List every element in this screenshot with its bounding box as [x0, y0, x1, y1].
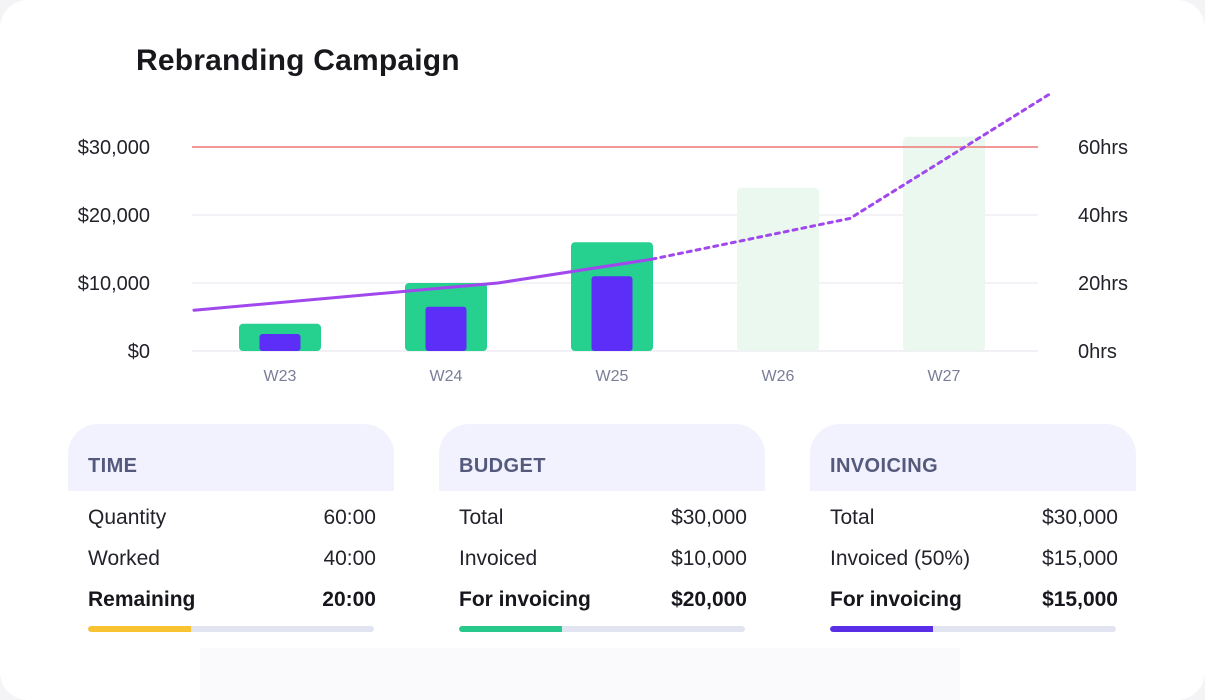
row-value: $15,000: [1042, 588, 1118, 611]
y-right-tick-label: 20hrs: [1078, 273, 1128, 295]
row-label: Invoiced: [459, 547, 538, 570]
invoicing-for-invoicing-row: For invoicing $15,000: [830, 588, 1118, 612]
row-value: 40:00: [323, 547, 376, 570]
forecast-bar: [903, 136, 985, 351]
row-label: Quantity: [88, 506, 167, 529]
y-right-tick-label: 40hrs: [1078, 205, 1128, 227]
bottom-fade: [200, 648, 960, 700]
budget-for-invoicing-row: For invoicing $20,000: [459, 588, 747, 612]
time-quantity-row: Quantity 60:00: [88, 506, 376, 530]
chart-svg: $0 $10,000 $20,000 $30,000 0hrs 20hrs 40hrs 60h…: [78, 91, 1128, 385]
y-left-tick-label: $0: [128, 341, 150, 363]
row-value: $30,000: [1042, 506, 1118, 529]
budget-total-row: Total $30,000: [459, 506, 747, 530]
invoicing-progress-bar: [830, 626, 1116, 632]
invoicing-total-row: Total $30,000: [830, 506, 1118, 530]
row-label: Total: [459, 506, 504, 529]
invoicing-invoiced-row: Invoiced (50%) $15,000: [830, 547, 1118, 571]
row-label: Remaining: [88, 588, 196, 611]
invoicing-panel-heading: INVOICING: [810, 424, 1136, 491]
row-label: Total: [830, 506, 875, 529]
budget-panel: BUDGET Total $30,000 Invoiced $10,000 Fo…: [439, 424, 765, 644]
y-right-tick-label: 0hrs: [1078, 341, 1117, 363]
page-title: Rebranding Campaign: [136, 44, 460, 77]
time-progress-bar: [88, 626, 374, 632]
x-tick-label: W23: [264, 368, 297, 385]
budget-invoiced-row: Invoiced $10,000: [459, 547, 747, 571]
time-panel-heading: TIME: [68, 424, 394, 491]
y-right-tick-label: 60hrs: [1078, 137, 1128, 159]
hours-line-forecast: [650, 91, 1054, 261]
x-tick-label: W25: [596, 368, 629, 385]
invoiced-bar: [259, 334, 301, 351]
budget-panel-heading: BUDGET: [439, 424, 765, 491]
time-worked-row: Worked 40:00: [88, 547, 376, 571]
time-remaining-row: Remaining 20:00: [88, 588, 376, 612]
row-label: For invoicing: [459, 588, 591, 611]
row-value: $15,000: [1042, 547, 1118, 570]
row-value: $10,000: [671, 547, 747, 570]
x-tick-label: W24: [430, 368, 463, 385]
y-left-tick-label: $30,000: [78, 137, 150, 159]
x-tick-label: W27: [928, 368, 961, 385]
progress-fill: [830, 626, 933, 632]
progress-fill: [88, 626, 191, 632]
row-value: 20:00: [322, 588, 376, 611]
row-label: Worked: [88, 547, 160, 570]
invoiced-bar: [591, 276, 633, 351]
invoiced-bar: [425, 306, 467, 351]
x-tick-label: W26: [762, 368, 795, 385]
hours-line-actual: [192, 257, 654, 312]
time-panel: TIME Quantity 60:00 Worked 40:00 Remaini…: [68, 424, 394, 644]
progress-fill: [459, 626, 562, 632]
row-label: Invoiced (50%): [830, 547, 971, 570]
forecast-bar: [737, 187, 819, 351]
y-left-tick-label: $10,000: [78, 273, 150, 295]
row-value: 60:00: [323, 506, 376, 529]
budget-progress-bar: [459, 626, 745, 632]
invoicing-panel: INVOICING Total $30,000 Invoiced (50%) $…: [810, 424, 1136, 644]
chart: $0 $10,000 $20,000 $30,000 0hrs 20hrs 40hrs 60h…: [78, 91, 1128, 385]
row-value: $20,000: [671, 588, 747, 611]
row-value: $30,000: [671, 506, 747, 529]
row-label: For invoicing: [830, 588, 962, 611]
y-left-tick-label: $20,000: [78, 205, 150, 227]
